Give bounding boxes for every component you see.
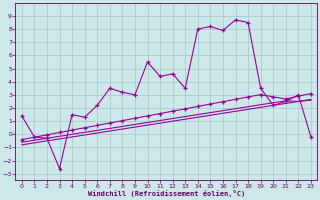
X-axis label: Windchill (Refroidissement éolien,°C): Windchill (Refroidissement éolien,°C)	[88, 190, 245, 197]
